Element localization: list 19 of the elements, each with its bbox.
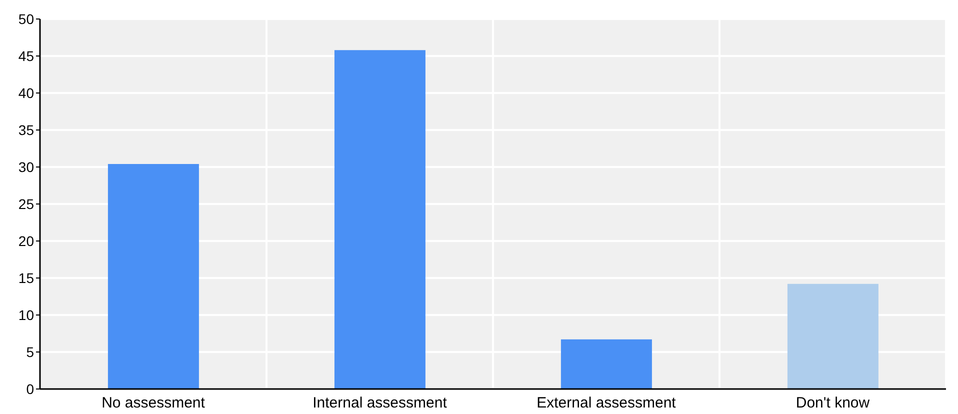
bar bbox=[108, 164, 199, 389]
bar bbox=[787, 284, 878, 389]
y-tick-label: 5 bbox=[26, 344, 34, 360]
x-tick-label: External assessment bbox=[536, 394, 677, 412]
x-tick-label: Internal assessment bbox=[312, 394, 448, 412]
y-tick-label: 40 bbox=[18, 84, 34, 101]
bar bbox=[560, 339, 652, 389]
y-tick-label: 45 bbox=[18, 48, 34, 64]
y-tick-label: 20 bbox=[18, 232, 34, 249]
bar bbox=[334, 50, 426, 389]
y-tick-label: 50 bbox=[18, 10, 34, 27]
y-tick-label: 30 bbox=[18, 158, 34, 175]
y-tick-label: 35 bbox=[18, 122, 34, 138]
x-tick-label: No assessment bbox=[102, 394, 206, 412]
y-tick-label: 25 bbox=[18, 196, 34, 212]
y-tick-label: 10 bbox=[18, 306, 34, 323]
x-tick-label: Don't know bbox=[796, 394, 870, 412]
y-tick-label: 0 bbox=[26, 380, 34, 397]
y-tick-label: 15 bbox=[18, 270, 34, 286]
